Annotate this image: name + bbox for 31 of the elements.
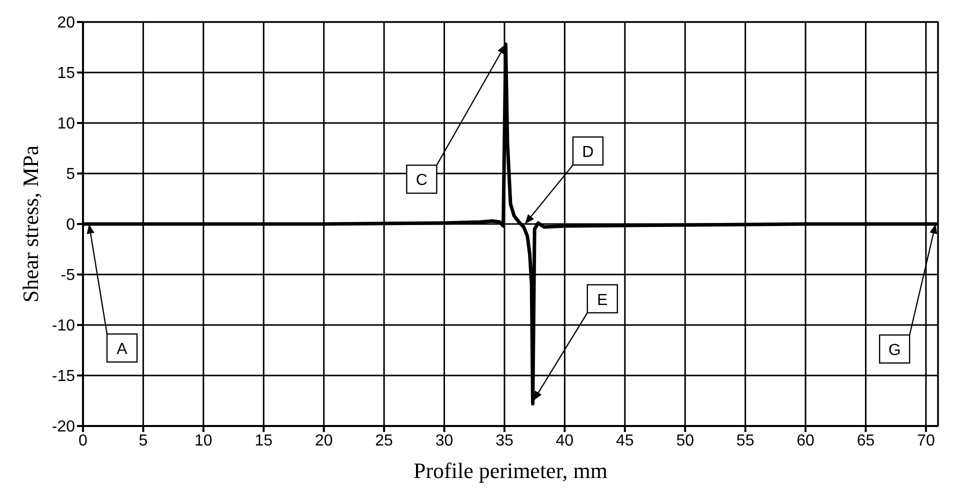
x-tick-label: 20 bbox=[314, 432, 333, 450]
x-tick-label: 15 bbox=[254, 432, 273, 450]
x-tick-label: 45 bbox=[616, 432, 634, 450]
x-tick-label: 10 bbox=[194, 432, 212, 450]
annotation: A bbox=[116, 341, 128, 358]
annotation: C bbox=[416, 172, 428, 190]
y-tick-label: -10 bbox=[52, 318, 76, 335]
x-tick-label: 50 bbox=[676, 432, 694, 450]
x-tick-label: 60 bbox=[796, 432, 815, 450]
x-tick-label: 65 bbox=[856, 432, 875, 450]
y-tick-label: 10 bbox=[57, 116, 76, 133]
y-axis-title: Shear stress, MPa bbox=[18, 145, 43, 303]
x-tick-label: 25 bbox=[375, 432, 394, 450]
annotation: D bbox=[582, 144, 594, 161]
y-tick-label: -15 bbox=[52, 368, 76, 386]
y-tick-label: 0 bbox=[66, 216, 76, 234]
x-tick-label: 35 bbox=[496, 432, 514, 450]
x-tick-label: 55 bbox=[736, 432, 754, 450]
y-tick-label: 5 bbox=[66, 166, 76, 184]
x-axis-title: Profile perimeter, mm bbox=[413, 458, 608, 483]
y-tick-label: 15 bbox=[57, 65, 76, 82]
x-tick-label: 5 bbox=[138, 432, 148, 450]
y-tick-label: 20 bbox=[57, 14, 76, 32]
x-tick-label: 30 bbox=[435, 432, 454, 450]
x-tick-label: 0 bbox=[78, 432, 88, 450]
y-tick-label: -20 bbox=[52, 418, 76, 436]
x-tick-label: 70 bbox=[917, 432, 935, 450]
x-tick-label: 40 bbox=[556, 432, 574, 450]
annotation: G bbox=[888, 342, 901, 359]
y-tick-label: -5 bbox=[60, 267, 76, 284]
annotation: E bbox=[597, 292, 608, 309]
